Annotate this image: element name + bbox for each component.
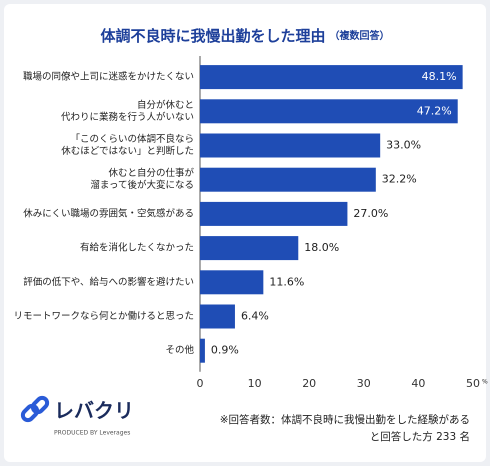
value-label: 33.0%: [386, 139, 421, 152]
bar: [200, 304, 235, 329]
bar: [200, 99, 458, 124]
x-tick-label: 50: [466, 377, 480, 390]
bar: [200, 167, 376, 192]
category-label: 休みにくい職場の雰囲気・空気感がある: [23, 207, 194, 219]
category-label: 自分が休むと: [137, 99, 194, 111]
category-label: 「このくらいの体調不良なら: [70, 133, 194, 145]
category-label: 職場の同僚や上司に迷惑をかけたくない: [23, 71, 194, 83]
chart-title: 体調不良時に我慢出勤をした理由 （複数回答）: [100, 27, 389, 45]
value-label: 0.9%: [211, 344, 239, 357]
category-label: リモートワークなら何とか働けると思った: [13, 310, 194, 322]
value-label: 48.1%: [422, 70, 457, 83]
x-tick-label: 20: [302, 377, 316, 390]
logo-name: レバクリ: [54, 399, 134, 423]
value-label: 6.4%: [241, 310, 269, 323]
category-label: 溜まって後が大変になる: [90, 179, 194, 191]
title-main: 体調不良時に我慢出勤をした理由: [100, 27, 325, 45]
value-label: 47.2%: [417, 104, 452, 117]
logo-icon: [20, 395, 50, 423]
bar: [200, 236, 299, 261]
category-label: 有給を消化したくなかった: [80, 242, 194, 254]
footnote: ※回答者数：体調不良時に我慢出勤をした経験がある: [220, 413, 470, 426]
bar: [200, 338, 205, 363]
value-label: 18.0%: [304, 241, 339, 254]
x-tick-label: 10: [248, 377, 262, 390]
value-label: 27.0%: [353, 207, 388, 220]
bar: [200, 65, 463, 90]
bar: [200, 133, 381, 158]
category-label: 休むほどではない」と判断した: [61, 145, 194, 157]
footnote: と回答した方 233 名: [370, 430, 470, 443]
value-label: 11.6%: [269, 275, 304, 288]
x-tick-label: 40: [411, 377, 425, 390]
x-unit: %: [482, 378, 488, 385]
category-label: 評価の低下や、給与への影響を避けたい: [23, 276, 194, 288]
category-label: その他: [165, 344, 194, 356]
x-tick-label: 0: [197, 377, 204, 390]
subtitle: （複数回答）: [330, 29, 390, 42]
category-label: 休むと自分の仕事が: [108, 167, 194, 179]
value-label: 32.2%: [382, 173, 417, 186]
bar: [200, 270, 264, 295]
category-label: 代わりに業務を行う人がいない: [61, 111, 194, 123]
logo-tagline: PRODUCED BY Leverages: [54, 430, 130, 437]
bar: [200, 201, 348, 226]
x-tick-label: 30: [357, 377, 371, 390]
